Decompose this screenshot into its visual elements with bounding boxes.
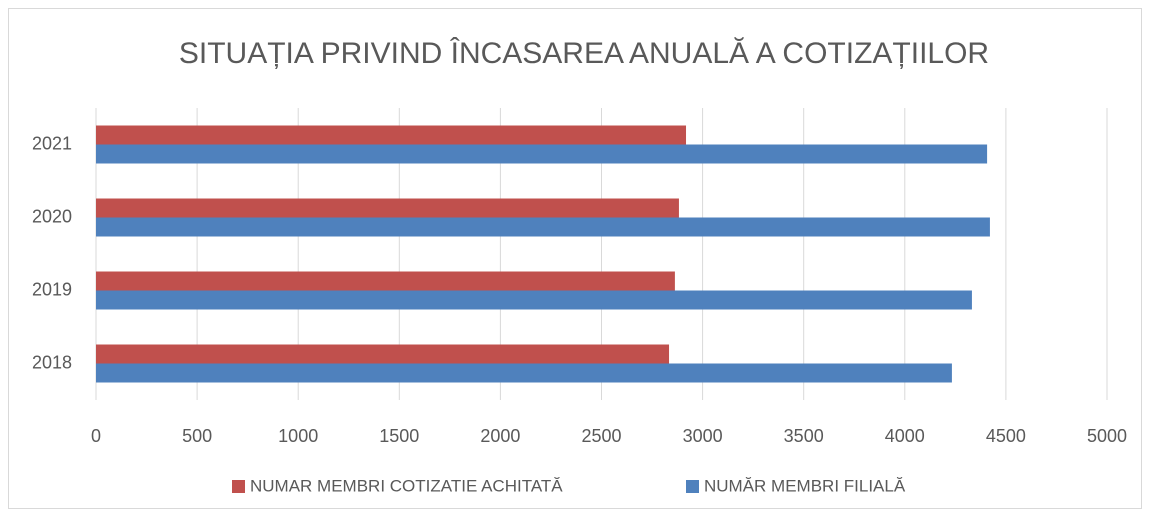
y-tick-label: 2021 bbox=[32, 133, 72, 153]
x-tick-label: 4500 bbox=[986, 426, 1026, 446]
legend-label: NUMAR MEMBRI COTIZATIE ACHITATĂ bbox=[250, 476, 563, 495]
chart-border bbox=[8, 8, 1142, 509]
x-tick-label: 1500 bbox=[379, 426, 419, 446]
y-tick-label: 2019 bbox=[32, 279, 72, 299]
x-tick-label: 4000 bbox=[885, 426, 925, 446]
x-tick-label: 1000 bbox=[278, 426, 318, 446]
x-tick-label: 3500 bbox=[784, 426, 824, 446]
bar bbox=[96, 198, 679, 218]
x-tick-label: 5000 bbox=[1087, 426, 1127, 446]
bar bbox=[96, 144, 988, 164]
legend-swatch bbox=[686, 480, 699, 493]
x-tick-label: 3000 bbox=[683, 426, 723, 446]
x-tick-label: 500 bbox=[182, 426, 212, 446]
bar bbox=[96, 271, 675, 291]
x-tick-label: 2000 bbox=[480, 426, 520, 446]
legend-label: NUMĂR MEMBRI FILIALĂ bbox=[704, 476, 906, 495]
x-tick-label: 2500 bbox=[581, 426, 621, 446]
bar bbox=[96, 363, 952, 383]
bar bbox=[96, 125, 687, 145]
y-tick-label: 2020 bbox=[32, 206, 72, 226]
bar bbox=[96, 344, 670, 364]
chart-title: SITUAȚIA PRIVIND ÎNCASAREA ANUALĂ A COTI… bbox=[179, 37, 989, 70]
bar bbox=[96, 217, 990, 237]
x-tick-label: 0 bbox=[91, 426, 101, 446]
y-tick-label: 2018 bbox=[32, 352, 72, 372]
bar bbox=[96, 290, 972, 310]
legend-swatch bbox=[232, 480, 245, 493]
